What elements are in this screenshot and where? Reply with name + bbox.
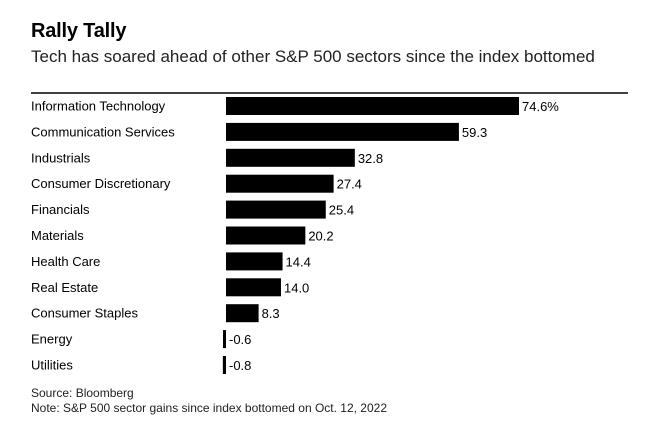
bar xyxy=(226,278,281,297)
value-label: -0.6 xyxy=(229,332,251,347)
value-label: 14.4 xyxy=(286,254,311,269)
value-label: 8.3 xyxy=(262,306,280,321)
value-label: 74.6% xyxy=(522,99,559,114)
value-label: 59.3 xyxy=(462,125,487,140)
bar xyxy=(223,330,226,349)
value-label: 25.4 xyxy=(329,203,354,218)
bar xyxy=(222,356,226,374)
category-label: Industrials xyxy=(31,150,91,165)
value-label: -0.8 xyxy=(229,358,251,373)
source-note: Source: Bloomberg xyxy=(31,386,134,400)
footnote: Note: S&P 500 sector gains since index b… xyxy=(31,401,387,415)
category-label: Health Care xyxy=(31,254,100,269)
bar xyxy=(226,97,519,115)
category-label: Materials xyxy=(31,228,84,243)
value-label: 32.8 xyxy=(358,151,383,166)
bars-layer: Information Technology 74.6% Communication… xyxy=(31,97,559,374)
category-label: Information Technology xyxy=(31,99,166,114)
bar xyxy=(226,174,334,193)
value-label: 20.2 xyxy=(308,229,333,244)
bar xyxy=(226,226,306,245)
chart-title: Rally Tally xyxy=(31,20,127,42)
category-label: Utilities xyxy=(31,358,73,373)
chart-subtitle: Tech has soared ahead of other S&P 500 s… xyxy=(31,47,595,66)
category-label: Real Estate xyxy=(31,280,98,295)
bar xyxy=(226,122,459,141)
category-label: Energy xyxy=(31,332,73,347)
bar xyxy=(226,200,326,219)
value-label: 27.4 xyxy=(337,177,362,192)
bar xyxy=(226,148,355,167)
category-label: Consumer Discretionary xyxy=(31,176,171,191)
bar-chart: Information Technology 74.6% Communication… xyxy=(31,92,628,374)
bar xyxy=(226,252,283,271)
value-label: 14.0 xyxy=(284,280,309,295)
category-label: Financials xyxy=(31,202,90,217)
category-label: Consumer Staples xyxy=(31,306,138,321)
category-label: Communication Services xyxy=(31,124,175,139)
bar xyxy=(226,304,259,323)
